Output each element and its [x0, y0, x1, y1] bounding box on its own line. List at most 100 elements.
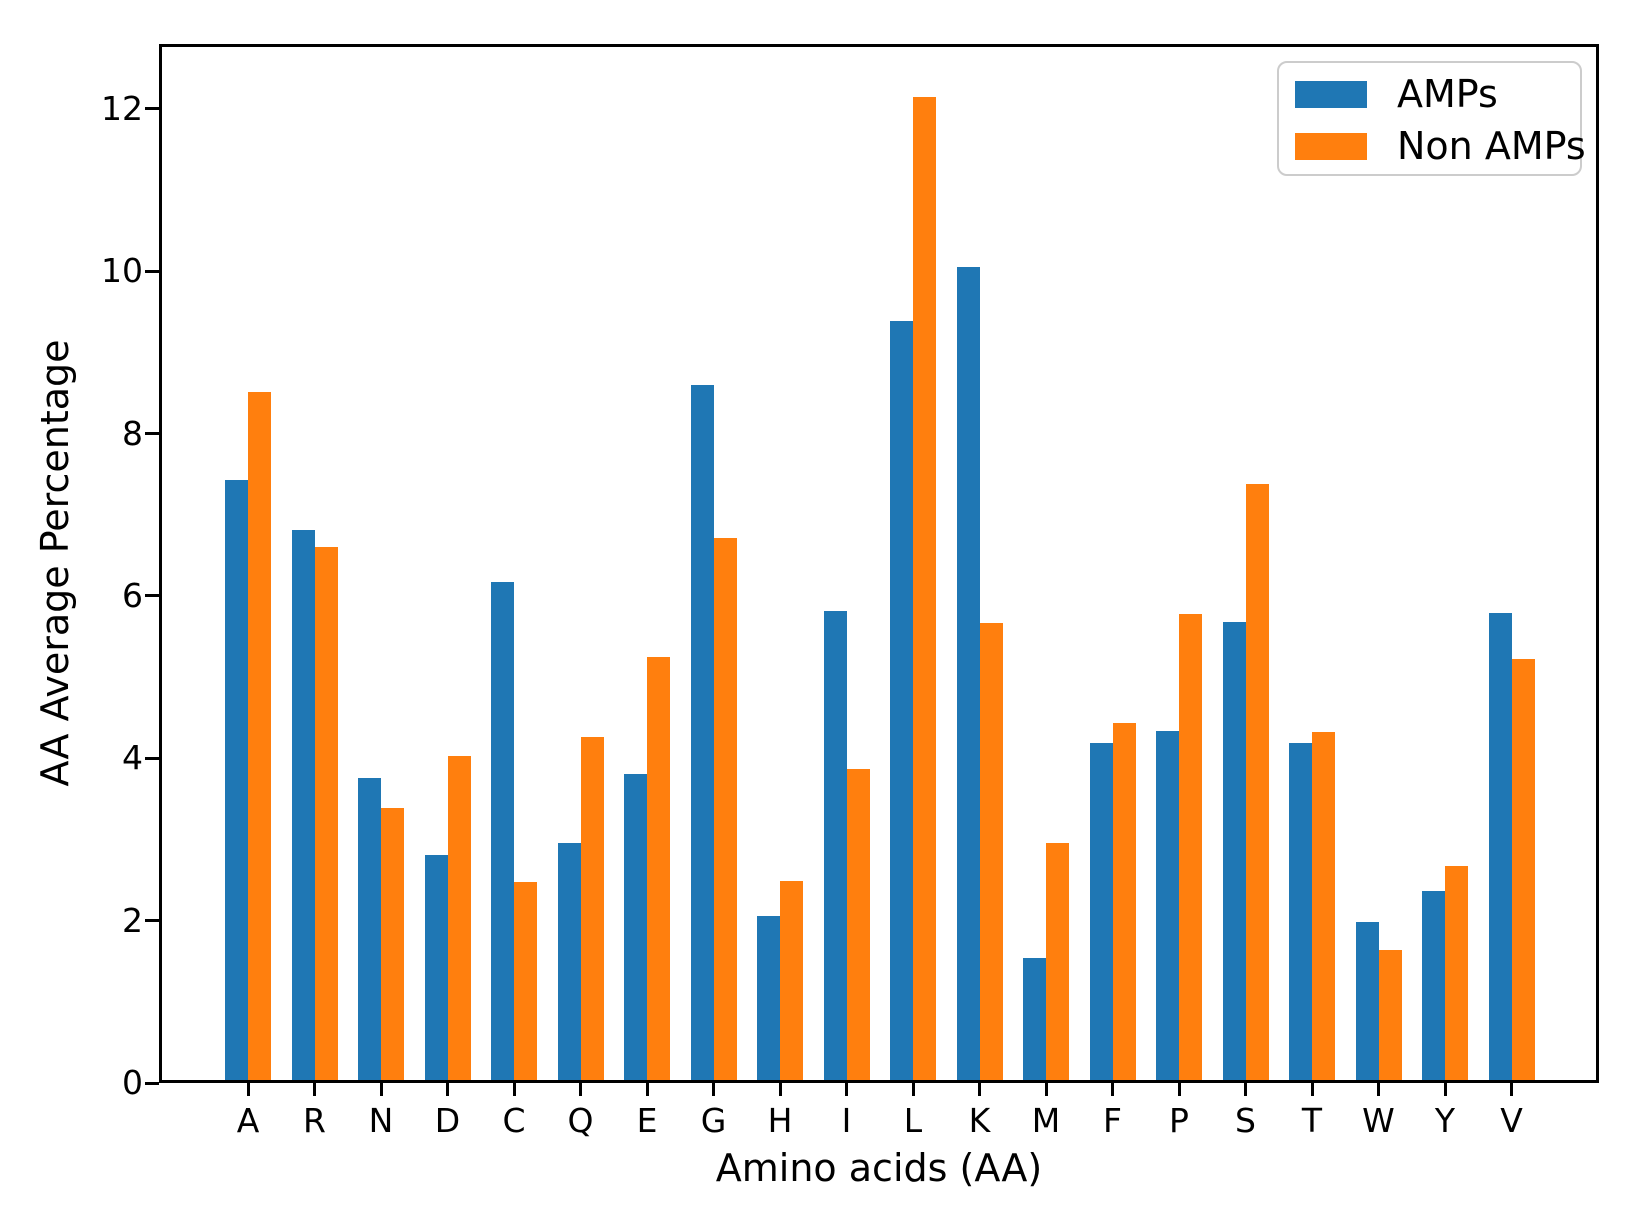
bar-non-amps-m: [1046, 842, 1069, 1080]
bar-amps-l: [890, 321, 913, 1080]
bar-non-amps-w: [1378, 950, 1402, 1080]
x-tick-label-n: N: [368, 1101, 394, 1140]
x-tick-r: [313, 1083, 316, 1096]
x-tick-label-m: M: [1031, 1101, 1061, 1140]
y-tick-label-12: 12: [101, 88, 143, 128]
bar-amps-f: [1089, 742, 1113, 1080]
x-tick-label-t: T: [1301, 1101, 1323, 1140]
plot-area: [159, 44, 1599, 1083]
x-tick-e: [645, 1083, 649, 1096]
x-tick-label-d: D: [434, 1101, 461, 1140]
x-tick-f: [1111, 1083, 1114, 1096]
bar-amps-w: [1355, 921, 1379, 1080]
bar-non-amps-k: [979, 623, 1003, 1080]
x-tick-label-c: C: [502, 1101, 526, 1140]
bar-amps-q: [557, 842, 581, 1080]
y-tick-8: [145, 432, 159, 436]
x-tick-l: [911, 1083, 915, 1096]
bar-non-amps-r: [314, 547, 338, 1080]
bar-non-amps-p: [1179, 613, 1202, 1080]
y-tick-12: [145, 107, 159, 111]
legend-row-non-amps: Non AMPs: [1279, 120, 1586, 172]
bar-amps-a: [225, 479, 248, 1080]
bar-non-amps-v: [1511, 658, 1535, 1080]
bar-amps-i: [823, 611, 847, 1080]
x-tick-label-l: L: [903, 1101, 923, 1140]
bar-non-amps-i: [846, 769, 870, 1080]
x-tick-v: [1510, 1083, 1513, 1096]
x-tick-d: [446, 1083, 449, 1096]
bar-non-amps-d: [447, 756, 471, 1080]
y-tick-2: [145, 919, 159, 923]
legend-swatch-amps: [1295, 80, 1367, 108]
x-tick-label-e: E: [636, 1101, 658, 1140]
bar-non-amps-c: [514, 882, 537, 1080]
y-tick-label-8: 8: [122, 413, 143, 453]
x-tick-label-r: R: [303, 1101, 326, 1140]
bar-non-amps-s: [1245, 483, 1269, 1080]
bar-non-amps-f: [1112, 723, 1136, 1080]
x-tick-label-s: S: [1235, 1101, 1256, 1140]
x-tick-s: [1244, 1083, 1247, 1096]
y-tick-0: [145, 1081, 159, 1085]
bar-amps-t: [1289, 742, 1312, 1080]
bar-amps-e: [624, 774, 647, 1080]
y-tick-label-4: 4: [122, 738, 143, 778]
y-tick-label-0: 0: [122, 1063, 143, 1102]
x-tick-label-p: P: [1169, 1101, 1189, 1140]
bar-amps-p: [1156, 730, 1179, 1080]
x-tick-n: [379, 1083, 383, 1096]
x-tick-label-h: H: [767, 1101, 793, 1140]
x-tick-label-w: W: [1362, 1101, 1395, 1140]
bar-amps-s: [1222, 621, 1246, 1080]
y-axis-label: AA Average Percentage: [33, 339, 77, 787]
legend-label-amps: AMPs: [1397, 72, 1498, 116]
x-tick-label-a: A: [236, 1101, 260, 1140]
x-tick-label-k: K: [968, 1101, 991, 1140]
x-tick-label-f: F: [1103, 1101, 1122, 1140]
y-tick-label-10: 10: [101, 251, 143, 291]
bar-amps-r: [291, 530, 315, 1080]
legend-swatch-non-amps: [1295, 132, 1367, 160]
legend-label-non-amps: Non AMPs: [1397, 124, 1586, 168]
bar-amps-y: [1422, 891, 1445, 1080]
x-tick-y: [1443, 1083, 1447, 1096]
x-tick-q: [579, 1083, 582, 1096]
y-tick-label-6: 6: [122, 575, 143, 615]
x-tick-i: [845, 1083, 848, 1096]
x-tick-label-g: G: [700, 1101, 727, 1140]
x-tick-k: [978, 1083, 981, 1096]
bar-amps-c: [491, 582, 514, 1080]
y-tick-6: [145, 594, 159, 598]
bar-amps-k: [956, 267, 980, 1080]
bar-non-amps-q: [580, 737, 604, 1080]
x-tick-t: [1310, 1083, 1314, 1096]
x-tick-label-i: I: [841, 1101, 852, 1140]
y-tick-4: [145, 756, 159, 760]
y-tick-10: [145, 269, 159, 273]
x-tick-p: [1177, 1083, 1181, 1096]
bar-non-amps-t: [1312, 732, 1335, 1080]
x-axis-label: Amino acids (AA): [715, 1146, 1043, 1190]
bar-non-amps-l: [913, 97, 936, 1080]
bar-amps-h: [757, 916, 780, 1080]
bar-amps-m: [1023, 958, 1046, 1080]
x-tick-g: [712, 1083, 715, 1096]
x-tick-m: [1044, 1083, 1048, 1096]
bar-amps-v: [1488, 612, 1512, 1080]
bar-non-amps-g: [713, 537, 737, 1080]
x-tick-label-y: Y: [1434, 1101, 1456, 1140]
x-tick-h: [778, 1083, 782, 1096]
x-tick-w: [1377, 1083, 1380, 1096]
bar-amps-g: [690, 385, 714, 1080]
x-tick-label-q: Q: [567, 1101, 594, 1140]
y-tick-label-2: 2: [122, 900, 143, 940]
bar-amps-n: [358, 778, 381, 1080]
bar-non-amps-h: [780, 881, 803, 1080]
bar-non-amps-a: [248, 392, 271, 1080]
x-tick-c: [512, 1083, 516, 1096]
x-tick-label-v: V: [1500, 1101, 1523, 1140]
x-tick-a: [246, 1083, 250, 1096]
bar-non-amps-y: [1445, 866, 1468, 1080]
